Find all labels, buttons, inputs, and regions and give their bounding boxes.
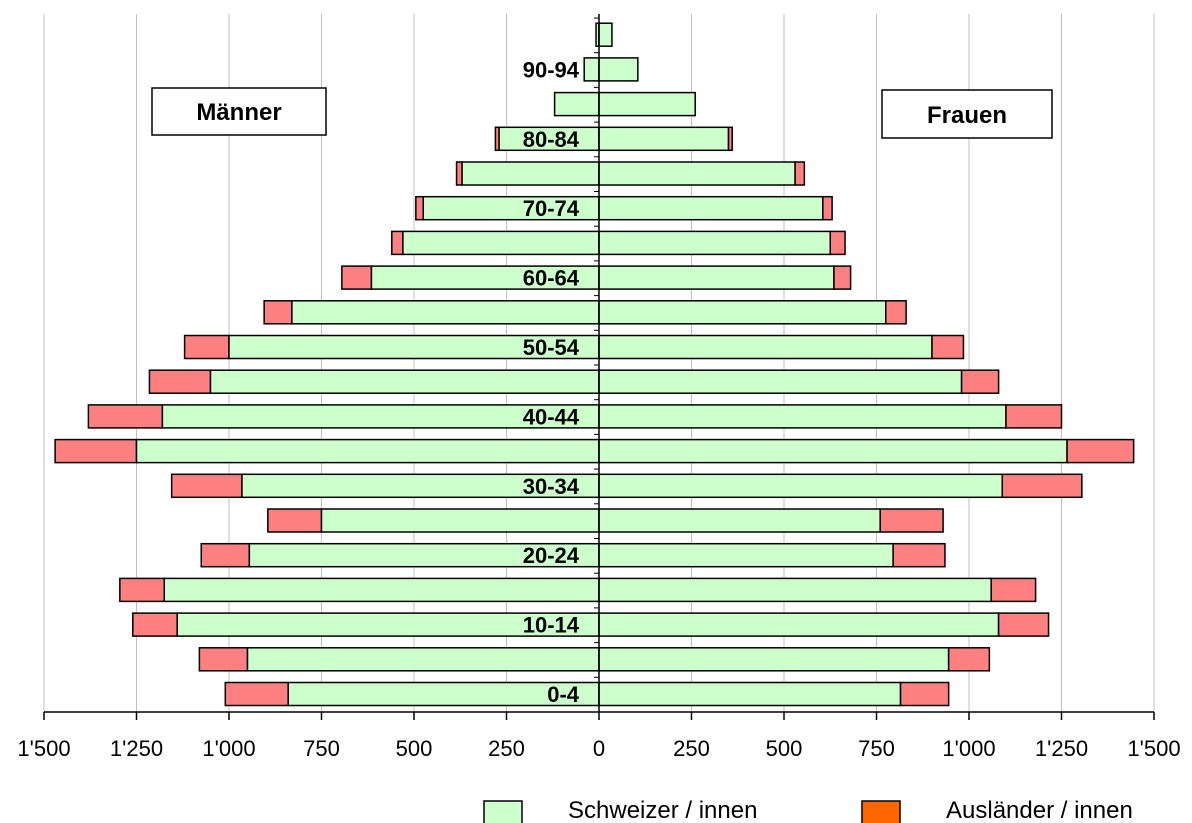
bar-women-swiss-60-64 [598,265,835,290]
bar-men-foreign-15-19 [119,577,165,603]
bar-men-swiss-75-79 [461,161,600,186]
age-label-50-54: 50-54 [523,335,580,360]
x-tick-label: 750 [858,736,895,761]
x-tick-label: 1'250 [1035,736,1088,761]
bar-men-foreign-0-4 [224,681,289,707]
bar-men-swiss-90-94 [583,57,600,82]
age-label-60-64: 60-64 [523,266,580,291]
x-tick-label: 0 [593,736,605,761]
bar-men-swiss-25-29 [320,508,600,533]
bar-women-foreign-10-14 [997,612,1050,637]
age-label-80-84: 80-84 [523,127,580,152]
age-label-10-14: 10-14 [523,613,580,638]
bar-men-foreign-10-14 [132,612,178,637]
bar-men-foreign-20-24 [200,542,251,568]
bar-women-foreign-35-39 [1066,438,1135,464]
bar-women-foreign-55-59 [885,300,907,325]
bar-women-swiss-65-69 [598,230,831,256]
legend-label-foreign: Ausländer / innen [946,797,1133,823]
bar-women-foreign-65-69 [829,230,846,256]
x-tick-label: 1'500 [17,736,70,761]
bar-men-swiss-5-9 [246,647,600,672]
bar-women-swiss-5-9 [598,647,950,672]
bar-women-foreign-40-44 [1005,404,1063,429]
bar-women-foreign-75-79 [794,161,806,186]
bar-men-foreign-35-39 [54,438,138,464]
bar-women-foreign-5-9 [947,647,991,672]
x-tick-label: 1'250 [110,736,163,761]
legend-swatch-foreign [861,800,901,823]
bar-women-swiss-75-79 [598,161,796,186]
x-tick-label: 1'500 [1127,736,1180,761]
bar-women-swiss-30-34 [598,473,1004,499]
x-tick-label: 250 [488,736,525,761]
bar-men-foreign-45-49 [148,369,212,394]
bar-women-swiss-70-74 [598,195,824,221]
bar-women-swiss-45-49 [598,369,963,394]
age-label-30-34: 30-34 [523,474,580,499]
bar-women-swiss-50-54 [598,334,933,360]
women-label: Frauen [927,102,1007,129]
bar-women-swiss-35-39 [598,438,1068,464]
x-tick-label: 750 [303,736,340,761]
bar-women-foreign-60-64 [833,265,852,290]
bar-women-swiss-80-84 [598,126,730,152]
bar-women-foreign-25-29 [879,508,944,533]
age-label-70-74: 70-74 [523,196,580,221]
bar-women-swiss-15-19 [598,577,992,603]
bar-women-foreign-80-84 [727,126,733,152]
bar-women-swiss-25-29 [598,508,881,533]
age-label-90-94: 90-94 [523,57,580,82]
men-label: Männer [196,99,281,126]
bar-women-foreign-50-54 [931,334,965,360]
age-label-20-24: 20-24 [523,543,580,568]
bar-men-foreign-75-79 [455,161,463,186]
bar-women-swiss-0-4 [598,681,902,707]
bar-men-foreign-40-44 [87,404,164,429]
age-group-labels: 0-4 10-14 20-24 30-34 40-44 50-54 60-64 70-74 80… [523,57,580,707]
bar-men-swiss-65-69 [402,230,600,256]
bar-men-foreign-50-54 [183,334,230,360]
bar-men-foreign-25-29 [267,508,323,533]
bar-women-swiss-10-14 [598,612,1000,637]
legend: Schweizer / innen Ausländer / innen [483,797,1133,823]
bar-women-foreign-15-19 [990,577,1037,603]
bar-women-swiss-40-44 [598,404,1007,429]
bar-men-foreign-30-34 [170,473,243,499]
men-label-box: Männer [151,87,327,136]
x-tick-label: 500 [396,736,433,761]
bar-men-foreign-55-59 [263,300,293,325]
women-label-box: Frauen [881,89,1053,139]
x-tick-label: 500 [766,736,803,761]
age-label-0-4: 0-4 [547,682,580,707]
bar-women-swiss-55-59 [598,300,887,325]
x-tick-label: 1'000 [942,736,995,761]
bar-men-swiss-85-89 [553,91,600,117]
x-tick-label: 250 [673,736,710,761]
bar-women-swiss-20-24 [598,542,894,568]
bars [54,22,1135,707]
bar-women-foreign-0-4 [899,681,950,707]
bar-men-foreign-70-74 [415,195,425,221]
bar-women-foreign-30-34 [1001,473,1083,499]
bar-men-swiss-55-59 [291,300,600,325]
bar-men-swiss-35-39 [135,438,600,464]
bar-men-swiss-45-49 [209,369,600,394]
bar-men-foreign-65-69 [391,230,404,256]
bar-men-foreign-60-64 [341,265,373,290]
x-tick-label: 1'000 [202,736,255,761]
bar-men-foreign-5-9 [198,647,249,672]
bar-women-swiss-85-89 [598,91,696,117]
legend-swatch-swiss [483,800,523,823]
age-label-40-44: 40-44 [523,404,580,429]
legend-label-swiss: Schweizer / innen [568,797,757,823]
bar-women-swiss-95+ [598,22,613,47]
bar-men-swiss-15-19 [163,577,600,603]
bar-women-foreign-70-74 [822,195,833,221]
bar-women-swiss-90-94 [598,57,639,82]
bar-women-foreign-20-24 [892,542,946,568]
x-axis: 1'500 1'250 1'000 750 500 250 0 250 500 750 1'000 1… [17,14,1181,761]
bar-women-foreign-45-49 [960,369,1000,394]
